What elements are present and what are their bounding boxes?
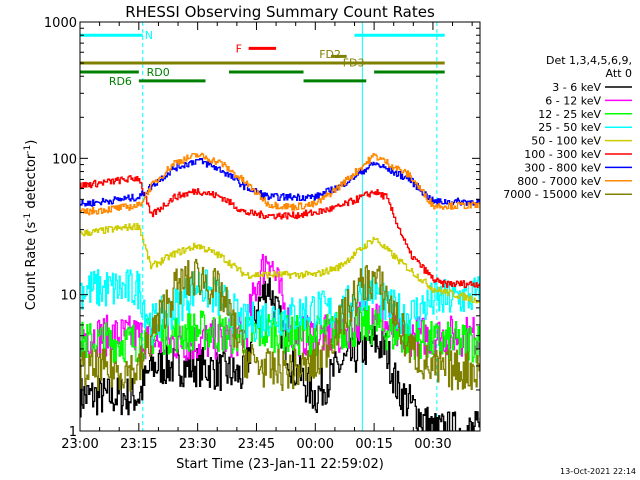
y-axis-label-mid: detector [24, 153, 39, 213]
axes: 1 10 100 1000 23:00 23:15 23:30 23:45 00:00 00:15… [44, 16, 481, 452]
flag-label-fd3: FD3 [343, 56, 365, 69]
series-line-4 [80, 222, 480, 304]
y-axis-label-suffix: ) [24, 140, 39, 145]
series-group [80, 22, 480, 431]
x-tick-label-3: 23:45 [238, 437, 275, 452]
series-line-5 [80, 175, 480, 289]
legend-label-5: 100 - 300 keV [524, 148, 601, 161]
legend-label-8: 7000 - 15000 keV [503, 188, 601, 201]
x-tick-label-5: 00:15 [355, 437, 392, 452]
y-axis-label-sup1: -1 [23, 213, 33, 222]
legend-label-3: 25 - 50 keV [538, 121, 601, 134]
y-tick-label-2: 100 [52, 152, 77, 167]
x-tick-label-1: 23:15 [120, 437, 157, 452]
series-line-8 [80, 258, 480, 392]
legend-label-0: 3 - 6 keV [552, 81, 601, 94]
y-axis-label-sup2: -1 [23, 145, 33, 154]
flag-label-fd2: FD2 [319, 48, 341, 61]
footer-timestamp: 13-Oct-2021 22:14 [560, 467, 636, 476]
legend-label-7: 800 - 7000 keV [517, 175, 601, 188]
legend-label-4: 50 - 100 keV [531, 135, 601, 148]
x-axis-label: Start Time (23-Jan-11 22:59:02) [176, 457, 384, 472]
flag-label-f: F [236, 42, 242, 55]
x-tick-label-4: 00:00 [297, 437, 334, 452]
y-axis-label-prefix: Count Rate (s [24, 222, 39, 311]
x-tick-label-0: 23:00 [61, 437, 98, 452]
x-tick-label-6: 00:30 [414, 437, 451, 452]
legend-label-2: 12 - 25 keV [538, 108, 601, 121]
legend-header-1: Att 0 [606, 67, 632, 80]
flag-label-rd0: RD0 [147, 66, 170, 79]
flag-label-rd6: RD6 [109, 75, 132, 88]
plot-area [80, 22, 480, 431]
y-axis-label: Count Rate (s-1 detector-1) [23, 140, 39, 311]
legend-header-0: Det 1,3,4,5,6,9, [546, 54, 632, 67]
series-line-3 [80, 269, 480, 346]
y-tick-label-0: 1 [69, 425, 77, 440]
chart-title: RHESSI Observing Summary Count Rates [125, 3, 435, 21]
y-tick-label-1: 10 [60, 289, 77, 304]
legend-label-6: 300 - 800 keV [524, 161, 601, 174]
plot-frame [79, 21, 481, 432]
y-tick-label-3: 1000 [44, 16, 77, 31]
series-line-7 [80, 152, 480, 216]
series-line-0 [80, 277, 480, 431]
x-tick-label-2: 23:30 [179, 437, 216, 452]
flag-label-n: N [145, 29, 153, 42]
legend-label-1: 6 - 12 keV [545, 94, 601, 107]
